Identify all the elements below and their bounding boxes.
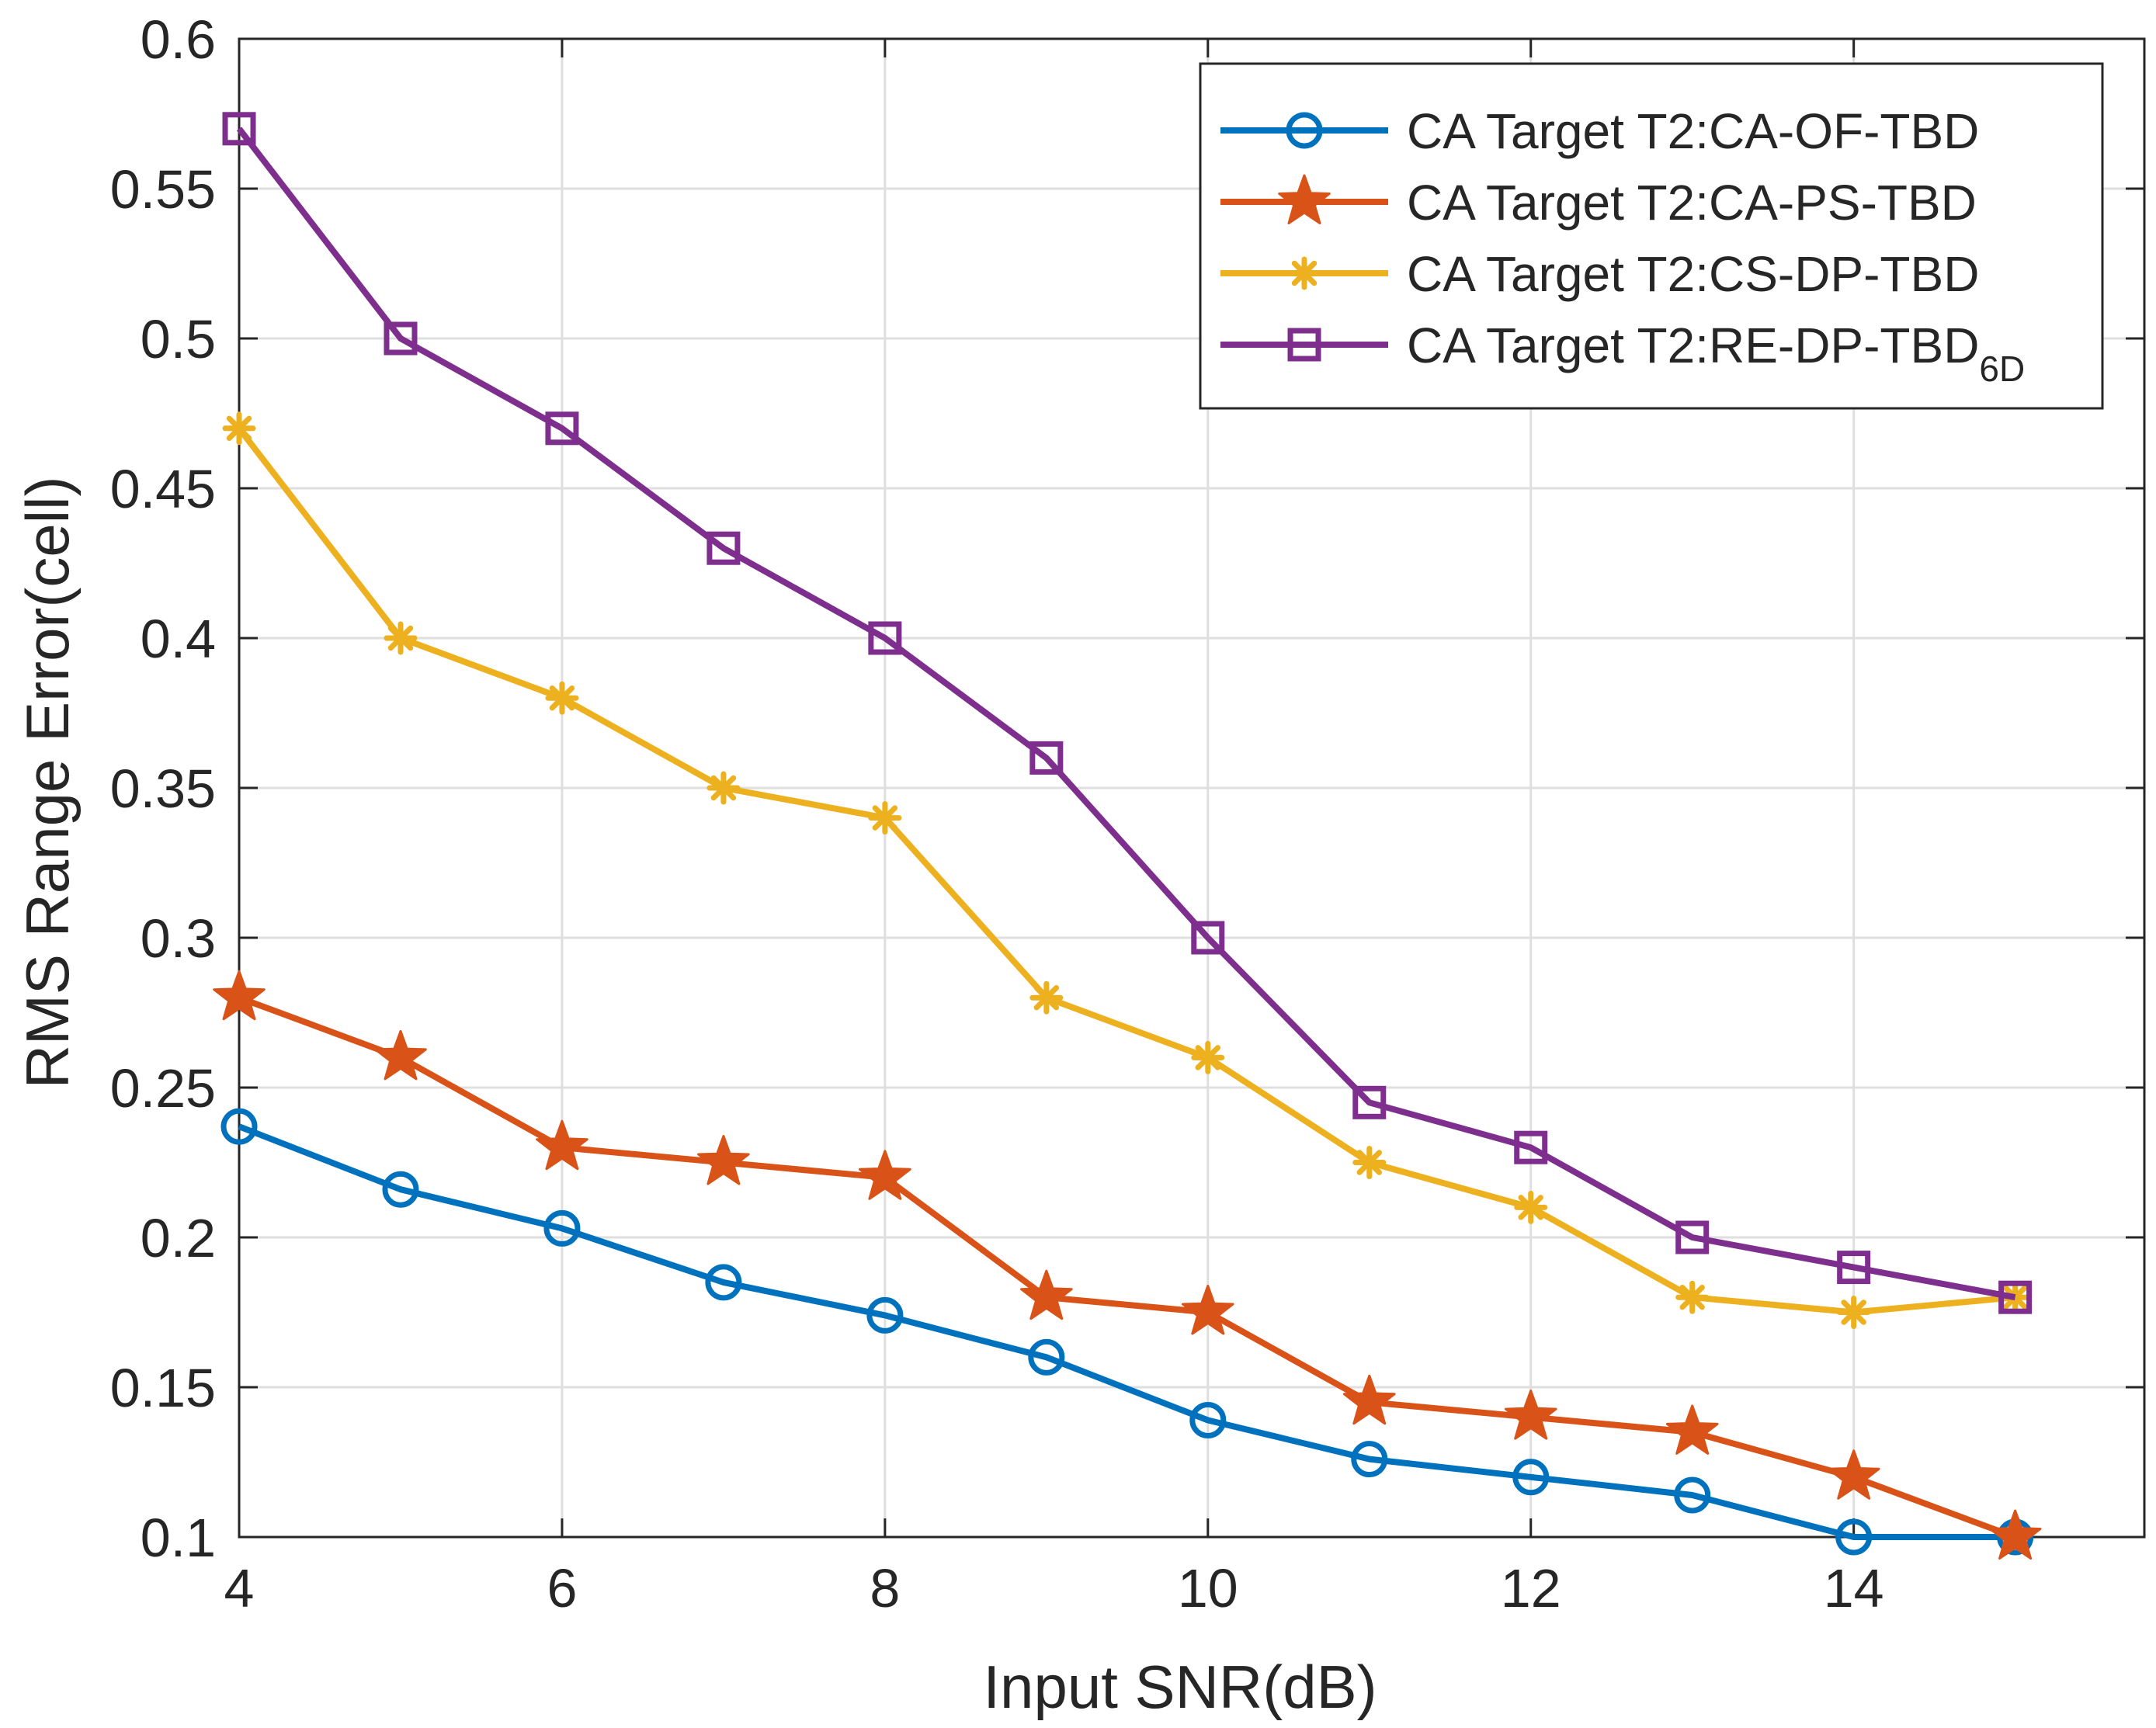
y-tick-label: 0.2 (141, 1208, 216, 1268)
data-point (1191, 921, 1225, 955)
legend-label: CA Target T2:CA-OF-TBD (1407, 103, 1979, 159)
data-point (1189, 1401, 1227, 1438)
legend-item: CA Target T2:CA-PS-TBD (1220, 174, 1977, 231)
legend-item: CA Target T2:CA-OF-TBD (1220, 103, 1979, 159)
series-4 (222, 112, 2033, 1314)
data-point (1988, 1509, 2042, 1560)
legend-marker (1278, 174, 1331, 224)
data-point (1029, 980, 1064, 1015)
series-layer (213, 112, 2042, 1560)
data-point (1191, 1040, 1225, 1074)
x-tick-label: 12 (1501, 1558, 1561, 1619)
axes: 4 6 8 10 12 14 0.1 0.15 0.2 0.25 0.3 0.35 0.4 0.45 0.5… (110, 9, 2146, 1619)
data-point (1020, 1269, 1073, 1320)
y-tick-label: 0.15 (110, 1358, 216, 1418)
legend-item: CA Target T2:RE-DP-TBD6D (1220, 317, 2025, 389)
data-point (1514, 1130, 1548, 1164)
data-point (1342, 1374, 1396, 1425)
data-point (374, 1029, 427, 1081)
data-point (1029, 741, 1064, 775)
data-point (1352, 1085, 1387, 1119)
data-point (1675, 1280, 1710, 1314)
data-point (1352, 1146, 1387, 1179)
series-line (236, 127, 2016, 1301)
data-point (707, 771, 741, 805)
data-point (707, 531, 741, 565)
series-line (238, 994, 2016, 1540)
legend-label: CA Target T2:CA-PS-TBD (1407, 175, 1977, 231)
data-point (868, 621, 902, 655)
data-point (382, 1171, 419, 1208)
x-tick-label: 4 (224, 1558, 255, 1619)
legend-label: CA Target T2:RE-DP-TBD6D (1407, 317, 2025, 389)
series-3 (222, 411, 2033, 1329)
legend-marker (1287, 256, 1321, 290)
data-point (545, 411, 579, 446)
data-point (536, 1119, 588, 1171)
legend: CA Target T2:CA-OF-TBD CA Target T2:CA-PS… (1199, 62, 2104, 410)
y-tick-label: 0.45 (110, 459, 216, 519)
data-point (1514, 1190, 1548, 1224)
y-tick-label: 0.55 (110, 159, 216, 220)
x-tick-label: 8 (870, 1558, 900, 1619)
data-point (868, 801, 902, 835)
x-tick-label: 14 (1824, 1558, 1884, 1619)
y-tick-label: 0.5 (141, 309, 216, 370)
data-point (1512, 1459, 1550, 1496)
legend-marker (1287, 328, 1321, 362)
y-axis-label: RMS Range Error(cell) (13, 477, 82, 1089)
data-point (1665, 1404, 1719, 1455)
data-point (1675, 1220, 1710, 1254)
y-tick-label: 0.4 (141, 609, 216, 669)
data-point (220, 1108, 258, 1145)
data-point (1674, 1476, 1711, 1514)
y-tick-label: 0.35 (110, 758, 216, 819)
data-point (1182, 1285, 1234, 1335)
data-point (222, 411, 256, 446)
x-axis-label: Input SNR(dB) (983, 1653, 1377, 1721)
data-point (222, 112, 256, 146)
legend-box (1199, 62, 2104, 410)
x-tick-label: 6 (547, 1558, 577, 1619)
data-point (1998, 1280, 2033, 1314)
series-line (238, 1123, 2015, 1540)
data-point (384, 321, 418, 356)
legend-item: CA Target T2:CS-DP-TBD (1220, 246, 1979, 302)
data-point (705, 1264, 742, 1301)
data-point (1837, 1251, 1871, 1285)
y-tick-label: 0.3 (141, 908, 216, 969)
data-point (866, 1296, 904, 1334)
data-point (1827, 1449, 1880, 1500)
data-point (859, 1150, 911, 1200)
data-point (1351, 1441, 1388, 1478)
data-point (543, 1209, 581, 1247)
series-line (236, 426, 2015, 1316)
data-point (384, 621, 418, 655)
series-2 (213, 970, 2042, 1560)
data-point (1504, 1390, 1557, 1440)
legend-label: CA Target T2:CS-DP-TBD (1407, 246, 1979, 302)
y-tick-label: 0.6 (141, 9, 216, 70)
data-point (1028, 1338, 1065, 1376)
data-point (545, 681, 579, 715)
data-point (213, 970, 266, 1021)
data-point (1835, 1518, 1873, 1556)
data-point (1837, 1296, 1871, 1329)
legend-marker (1286, 112, 1323, 149)
y-tick-label: 0.25 (110, 1058, 216, 1119)
data-point (697, 1135, 750, 1185)
x-tick-label: 10 (1178, 1558, 1238, 1619)
y-tick-label: 0.1 (141, 1508, 216, 1568)
